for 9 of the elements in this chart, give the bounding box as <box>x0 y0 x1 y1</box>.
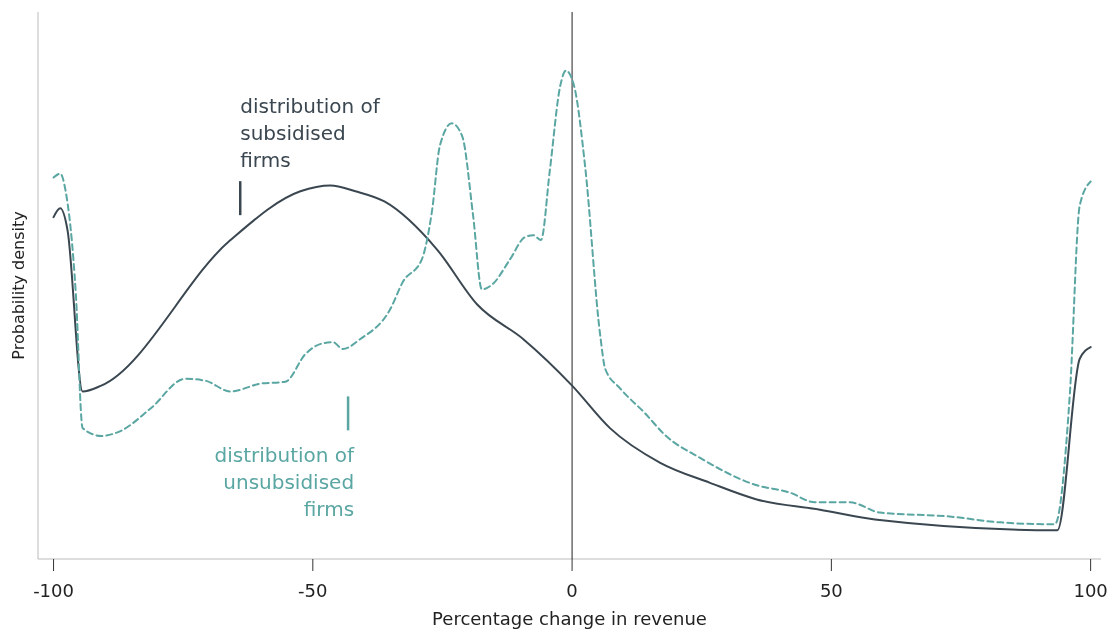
x-tick-label: 0 <box>566 580 578 601</box>
x-tick-label: 100 <box>1073 580 1108 601</box>
x-axis-title: Percentage change in revenue <box>432 608 707 629</box>
annotation: distribution of subsidised firms <box>240 94 381 173</box>
annotation: distribution of unsubsidised firms <box>214 443 356 522</box>
x-tick-label: -50 <box>298 580 328 601</box>
x-tick-label: -100 <box>33 580 74 601</box>
y-axis-title: Probability density <box>9 211 28 360</box>
x-tick-label: 50 <box>819 580 843 601</box>
